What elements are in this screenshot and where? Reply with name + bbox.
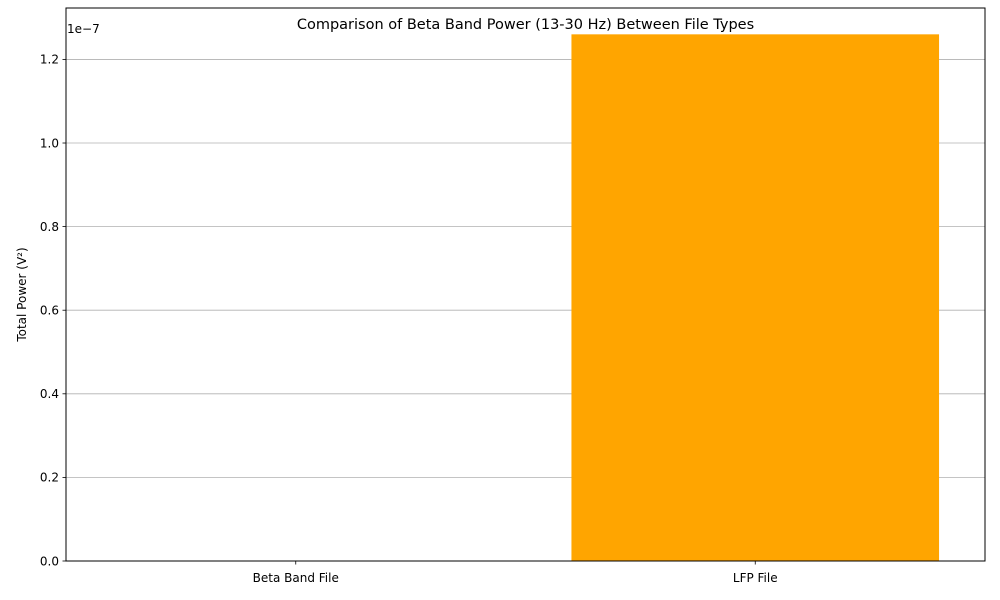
y-tick-label: 0.8 bbox=[40, 220, 59, 234]
y-tick-label: 0.4 bbox=[40, 387, 59, 401]
x-axis-ticks: Beta Band File LFP File bbox=[253, 561, 778, 585]
y-tick-label: 0.2 bbox=[40, 471, 59, 485]
x-tick-label: LFP File bbox=[733, 571, 778, 585]
y-axis-label: Total Power (V²) bbox=[15, 247, 29, 342]
y-tick-label: 0.0 bbox=[40, 554, 59, 568]
bar bbox=[571, 34, 940, 562]
bars bbox=[571, 34, 940, 562]
y-tick-label: 0.6 bbox=[40, 304, 59, 318]
y-tick-label: 1.2 bbox=[40, 53, 59, 67]
chart-title: Comparison of Beta Band Power (13-30 Hz)… bbox=[297, 17, 754, 33]
x-tick-label: Beta Band File bbox=[253, 571, 339, 585]
y-axis-ticks: 0.0 0.2 0.4 0.6 0.8 1.0 1.2 bbox=[40, 53, 66, 568]
plot-area-frame bbox=[65, 7, 986, 562]
y-tick-label: 1.0 bbox=[40, 136, 59, 150]
y-axis-offset-label: 1e−7 bbox=[67, 22, 100, 36]
